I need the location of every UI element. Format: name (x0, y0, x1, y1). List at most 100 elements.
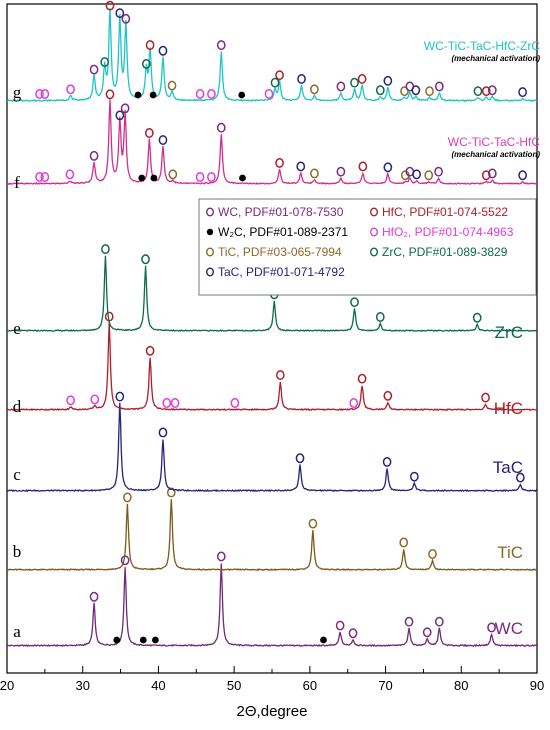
zrc-marker (141, 254, 150, 265)
pattern-name-e: ZrC (495, 323, 523, 342)
zrc-marker (270, 77, 280, 88)
hfo2-marker (66, 395, 75, 406)
w2c-marker (139, 636, 147, 644)
wc-marker (487, 168, 497, 179)
tic-marker (310, 84, 319, 95)
plot-frame (6, 3, 538, 674)
wc-marker (487, 85, 497, 96)
tac-marker (383, 75, 393, 86)
wc-marker (434, 166, 443, 177)
w2c-marker (239, 174, 246, 182)
tac-marker (382, 456, 392, 467)
wc-marker (422, 627, 432, 638)
tac-marker (158, 135, 168, 145)
tic-marker (425, 86, 434, 97)
legend-box (198, 198, 537, 296)
pattern-letter-g: g (13, 83, 22, 102)
w2c-marker (152, 636, 159, 644)
pattern-name-f: WC-TiC-TaC-HfC (448, 135, 541, 149)
hfo2-marker (162, 398, 172, 408)
pattern-letter-a: a (13, 622, 21, 641)
hfo2-marker (40, 89, 50, 99)
pattern-letter-d: d (13, 397, 22, 416)
legend-symbol-w2c (206, 228, 214, 236)
hfo2-marker (349, 398, 359, 408)
tic-marker (428, 549, 437, 559)
tic-marker (308, 518, 318, 529)
tac-marker (515, 472, 525, 483)
wc-marker (89, 64, 99, 75)
hfc-marker (275, 370, 285, 381)
wc-marker (89, 150, 99, 161)
pattern-name-a: WC (495, 619, 523, 638)
pattern-b: b TiC (7, 487, 538, 572)
hfc-marker (481, 86, 491, 97)
wc-marker (335, 620, 345, 631)
wc-marker (336, 81, 346, 92)
hfo2-marker (264, 89, 274, 99)
x-axis-title: 2Θ,degree (237, 703, 308, 720)
pattern-line-g (7, 8, 538, 103)
wc-marker (404, 616, 414, 627)
legend-label-w2c: W₂C, PDF#01-089-2371 (218, 225, 348, 239)
x-tick-label: 50 (227, 678, 241, 693)
pattern-line-f (6, 99, 538, 185)
hfc-marker (357, 373, 367, 384)
legend-symbol-zrc (370, 247, 379, 257)
hfo2-marker (195, 172, 205, 182)
hfc-marker (145, 40, 155, 51)
tac-marker (383, 162, 393, 173)
w2c-marker (238, 91, 246, 99)
pattern-letter-e: e (13, 319, 21, 338)
wc-marker (487, 622, 496, 633)
legend-symbol-tac (205, 267, 214, 277)
x-tick-label: 40 (151, 678, 165, 693)
legend-label-hfo2: HfO₂, PDF#01-074-4963 (382, 225, 514, 239)
pattern-name-d: HfC (494, 399, 523, 418)
tac-marker (115, 8, 125, 19)
pattern-c: c TaC (6, 391, 538, 493)
zrc-marker (473, 86, 483, 97)
pattern-d: d HfC (6, 311, 538, 418)
x-tick-label: 20 (0, 678, 14, 693)
pattern-letter-c: c (13, 465, 21, 484)
tac-marker (518, 170, 527, 181)
wc-marker (434, 81, 444, 92)
wc-marker (120, 103, 130, 114)
hfo2-marker (35, 89, 44, 99)
legend-symbol-hfo2 (370, 227, 379, 237)
wc-marker (216, 551, 226, 562)
tac-marker (295, 453, 305, 464)
pattern-note-f: (mechanical activation) (452, 150, 541, 159)
tic-marker (400, 86, 409, 97)
pattern-a: a WC (6, 551, 538, 648)
wc-marker (121, 13, 131, 24)
tac-marker (518, 87, 527, 98)
tac-marker (412, 169, 421, 180)
legend-symbol-wc (205, 207, 214, 217)
tac-marker (297, 74, 306, 84)
legend-label-tic: TiC, PDF#03-065-7994 (218, 245, 342, 259)
tic-marker (123, 492, 132, 503)
wc-marker (216, 40, 226, 51)
tac-marker (115, 391, 125, 402)
pattern-line-c (6, 402, 538, 493)
hfc-marker (275, 70, 284, 81)
tic-marker (399, 537, 409, 548)
tac-marker (158, 45, 168, 56)
wc-marker (348, 628, 358, 639)
pattern-line-a (6, 563, 538, 648)
tic-marker (167, 80, 177, 91)
hfc-marker (481, 170, 491, 181)
w2c-marker (134, 91, 142, 99)
zrc-marker (350, 297, 359, 308)
pattern-g: g WC-TiC-TaC-HfC-ZrC(mechanical activatio… (7, 0, 540, 103)
tic-marker (166, 487, 176, 498)
hfc-marker (358, 161, 368, 172)
wc-marker (336, 166, 346, 177)
zrc-marker (141, 58, 151, 69)
hfo2-marker (195, 89, 205, 99)
hfc-marker (481, 392, 490, 403)
